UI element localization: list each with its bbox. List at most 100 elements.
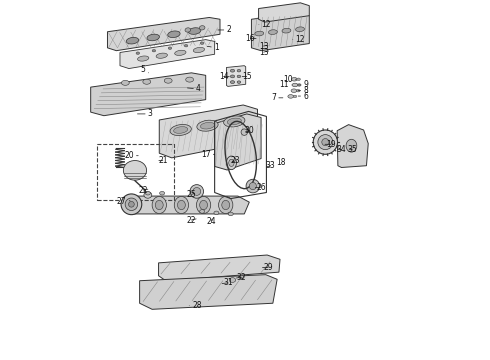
Ellipse shape (189, 28, 201, 34)
Ellipse shape (152, 197, 167, 213)
Text: 3: 3 (137, 109, 153, 118)
Ellipse shape (223, 116, 245, 127)
Text: 7: 7 (271, 93, 283, 102)
Ellipse shape (173, 127, 188, 133)
Ellipse shape (121, 194, 142, 215)
Ellipse shape (241, 129, 247, 135)
Text: 12: 12 (293, 35, 305, 44)
Ellipse shape (200, 122, 215, 129)
Ellipse shape (168, 47, 172, 49)
Ellipse shape (186, 77, 194, 82)
Polygon shape (130, 196, 249, 214)
Ellipse shape (138, 56, 149, 61)
Ellipse shape (229, 159, 234, 166)
Polygon shape (140, 275, 277, 309)
Text: 18: 18 (273, 158, 286, 167)
Text: 17: 17 (201, 150, 215, 159)
Ellipse shape (177, 201, 185, 210)
Ellipse shape (185, 28, 191, 32)
Ellipse shape (239, 275, 244, 279)
Ellipse shape (126, 37, 139, 44)
Polygon shape (91, 73, 206, 116)
Ellipse shape (282, 28, 291, 33)
Polygon shape (159, 105, 258, 158)
Ellipse shape (296, 89, 300, 92)
Polygon shape (120, 40, 215, 68)
Ellipse shape (222, 201, 230, 210)
Ellipse shape (249, 183, 256, 190)
Text: 22: 22 (139, 185, 148, 194)
Ellipse shape (147, 34, 159, 41)
Text: 24: 24 (206, 217, 216, 226)
Ellipse shape (199, 201, 207, 210)
Ellipse shape (193, 188, 201, 195)
Bar (97, 144, 173, 200)
Ellipse shape (322, 139, 329, 146)
Polygon shape (159, 255, 280, 281)
Ellipse shape (123, 161, 147, 180)
Ellipse shape (292, 77, 297, 81)
Ellipse shape (146, 192, 150, 195)
Text: 5: 5 (141, 65, 148, 74)
Ellipse shape (174, 197, 189, 213)
Text: 6: 6 (298, 91, 308, 100)
Ellipse shape (255, 31, 264, 36)
Ellipse shape (197, 120, 218, 131)
Text: 23: 23 (230, 156, 240, 165)
Text: 19: 19 (325, 140, 336, 149)
Polygon shape (107, 18, 220, 51)
Ellipse shape (196, 197, 211, 213)
Ellipse shape (190, 185, 203, 198)
Ellipse shape (288, 95, 294, 98)
Ellipse shape (125, 198, 138, 211)
Text: 21: 21 (158, 156, 168, 165)
Text: 13: 13 (259, 41, 269, 50)
Text: 12: 12 (259, 20, 271, 29)
Ellipse shape (293, 95, 297, 98)
Ellipse shape (200, 42, 204, 44)
Ellipse shape (246, 179, 260, 193)
Text: 9: 9 (298, 81, 308, 90)
Ellipse shape (184, 44, 188, 47)
Ellipse shape (136, 52, 140, 54)
Ellipse shape (229, 278, 236, 282)
Text: 30: 30 (245, 126, 254, 135)
Ellipse shape (199, 26, 205, 30)
Text: 14: 14 (219, 72, 229, 81)
Text: 28: 28 (189, 301, 201, 310)
Ellipse shape (297, 84, 301, 86)
Ellipse shape (160, 192, 165, 195)
Text: 35: 35 (347, 145, 357, 154)
Ellipse shape (291, 89, 297, 93)
Ellipse shape (292, 83, 298, 87)
Text: 26: 26 (255, 183, 266, 192)
Ellipse shape (313, 130, 338, 154)
Ellipse shape (156, 53, 168, 58)
Ellipse shape (143, 79, 151, 84)
Ellipse shape (168, 31, 180, 37)
Ellipse shape (297, 78, 300, 81)
Text: 27: 27 (117, 197, 130, 206)
Text: 29: 29 (263, 263, 273, 272)
Ellipse shape (230, 69, 235, 72)
Ellipse shape (269, 30, 277, 35)
Ellipse shape (164, 78, 172, 83)
Text: 1: 1 (207, 43, 219, 52)
Ellipse shape (122, 80, 129, 85)
Ellipse shape (144, 192, 152, 198)
Ellipse shape (193, 48, 205, 53)
Text: 34: 34 (337, 145, 346, 154)
Ellipse shape (346, 139, 357, 152)
Ellipse shape (226, 156, 237, 170)
Text: 32: 32 (236, 273, 246, 282)
Polygon shape (337, 125, 368, 167)
Text: 25: 25 (187, 190, 196, 199)
Ellipse shape (128, 202, 134, 207)
Ellipse shape (318, 135, 333, 150)
Text: 22: 22 (187, 216, 196, 225)
Polygon shape (226, 66, 245, 86)
Text: 10: 10 (283, 75, 296, 84)
Text: 13: 13 (259, 48, 269, 57)
Ellipse shape (170, 125, 191, 135)
Ellipse shape (230, 81, 235, 84)
